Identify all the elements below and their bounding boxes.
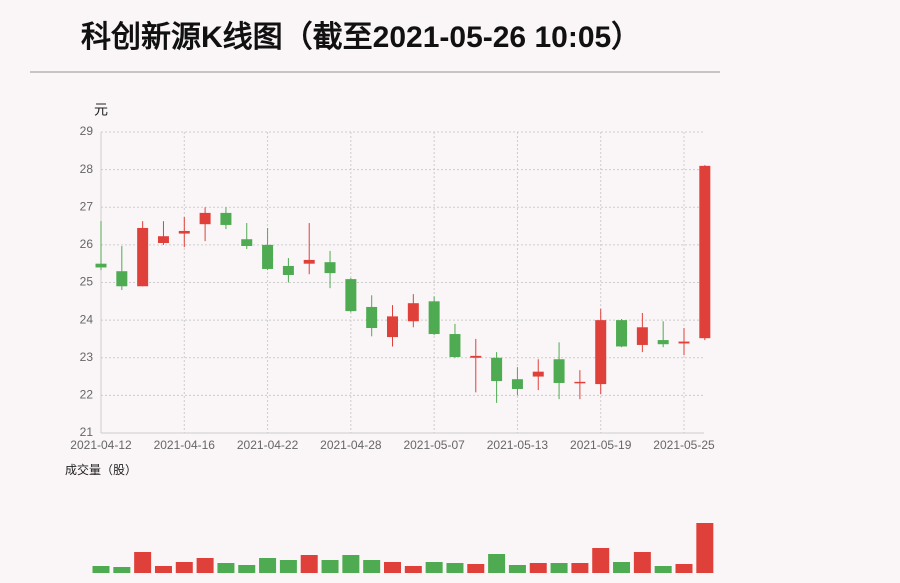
candle-body	[678, 341, 690, 344]
volume-bar	[154, 566, 172, 573]
x-tick-label: 2021-05-07	[403, 438, 465, 452]
candle-body	[574, 381, 586, 384]
chart-title: 科创新源K线图（截至2021-05-26 10:05）	[81, 20, 641, 54]
volume-bar	[613, 562, 631, 573]
volume-bar	[92, 566, 110, 573]
volume-bar	[175, 562, 193, 573]
y-tick-label: 25	[80, 275, 94, 289]
candle-body	[387, 316, 398, 338]
candle-body	[491, 357, 503, 382]
volume-bar	[134, 552, 152, 573]
candle-body	[511, 379, 523, 389]
volume-bar	[321, 560, 339, 573]
candle-body	[470, 355, 482, 358]
candle-body	[553, 359, 565, 383]
volume-bar	[238, 565, 256, 573]
volume-bar	[446, 563, 464, 573]
volume-bar	[633, 552, 651, 573]
volume-bar	[384, 562, 401, 573]
candle-body	[449, 334, 461, 357]
candle-body	[345, 279, 357, 312]
y-tick-label: 24	[80, 312, 94, 326]
y-tick-label: 21	[80, 425, 94, 439]
candle-body	[366, 306, 378, 329]
volume-bar	[363, 560, 381, 573]
x-tick-label: 2021-04-22	[237, 438, 299, 452]
volume-bar	[529, 563, 547, 573]
volume-label: 成交量（股）	[65, 462, 137, 477]
volume-bar	[300, 555, 318, 573]
candle-body	[595, 320, 607, 385]
volume-bar	[342, 555, 360, 573]
candle-body	[178, 230, 190, 234]
volume-bar	[508, 565, 526, 573]
candle-body	[157, 236, 169, 243]
volume-bar	[550, 563, 568, 573]
x-tick-label: 2021-05-13	[487, 438, 549, 452]
volume-bar	[488, 554, 506, 573]
volume-bar	[425, 562, 443, 573]
y-tick-label: 26	[80, 237, 94, 251]
candle-body	[699, 165, 711, 339]
candle-body	[532, 371, 544, 377]
volume-bar	[113, 567, 131, 573]
volume-bar	[675, 564, 693, 573]
x-tick-label: 2021-04-16	[154, 438, 216, 452]
candle-body	[657, 340, 669, 345]
candle-body	[199, 212, 211, 225]
volume-bar	[259, 558, 277, 573]
x-tick-label: 2021-05-19	[570, 438, 632, 452]
x-tick-label: 2021-04-12	[70, 438, 132, 452]
y-tick-label: 27	[80, 199, 94, 213]
candle-body	[282, 265, 294, 275]
volume-bar	[592, 548, 610, 573]
y-tick-label: 23	[80, 350, 94, 364]
volume-bar	[217, 563, 235, 573]
candle-body	[241, 239, 253, 247]
volume-bar	[654, 566, 672, 573]
volume-bar	[279, 560, 297, 573]
candle-body	[303, 259, 315, 264]
candle-body	[428, 301, 440, 335]
volume-bar	[404, 566, 422, 573]
candle-body	[262, 244, 274, 269]
x-tick-label: 2021-05-25	[653, 438, 715, 452]
volume-bar	[467, 564, 485, 573]
candle-body	[95, 263, 107, 268]
y-axis-label: 元	[94, 102, 108, 118]
y-tick-label: 29	[80, 124, 94, 138]
y-tick-label: 28	[80, 162, 94, 176]
x-tick-label: 2021-04-28	[320, 438, 382, 452]
volume-bar	[571, 563, 589, 573]
candle-body	[407, 303, 419, 322]
candle-body	[137, 227, 149, 287]
volume-bar	[696, 523, 714, 573]
candle-body	[636, 327, 648, 345]
volume-bar	[196, 558, 214, 573]
candle-body	[324, 262, 336, 274]
y-tick-label: 22	[80, 388, 94, 402]
candle-body	[616, 320, 628, 347]
candle-body	[220, 212, 232, 225]
candle-body	[116, 271, 128, 287]
